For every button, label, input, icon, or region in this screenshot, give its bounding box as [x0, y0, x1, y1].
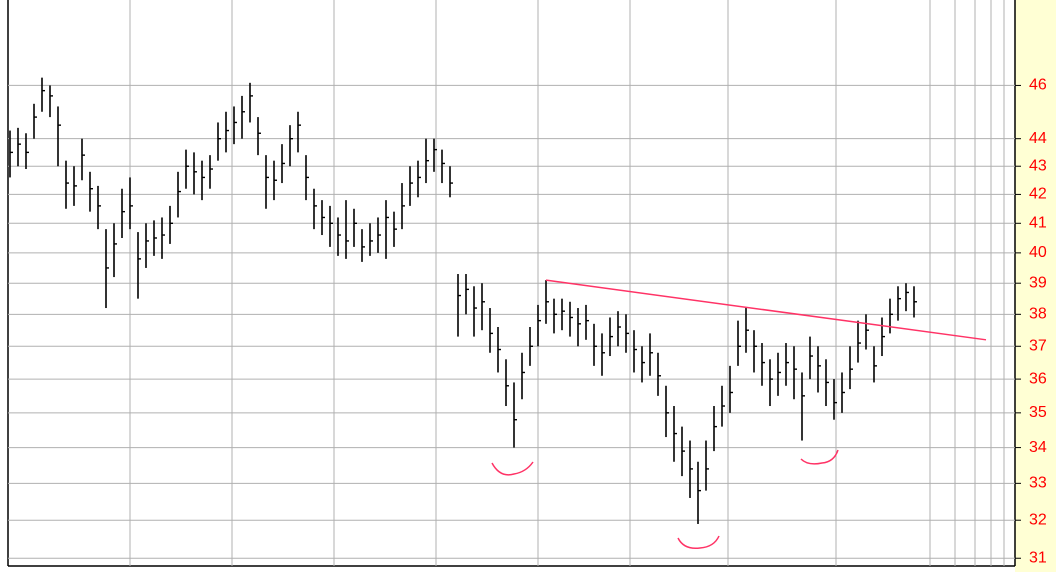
shoulder-mark [800, 449, 839, 465]
y-tick-label: 36 [1029, 370, 1047, 387]
y-tick-label: 41 [1029, 215, 1047, 232]
y-tick-label: 32 [1029, 511, 1047, 528]
trendline [545, 279, 987, 341]
y-tick-label: 44 [1029, 130, 1047, 147]
y-tick-label: 38 [1029, 306, 1047, 323]
y-tick-label: 33 [1029, 475, 1047, 492]
y-tick-label: 34 [1029, 439, 1047, 456]
head-mark [677, 535, 720, 550]
y-tick-label: 39 [1029, 274, 1047, 291]
y-tick-label: 42 [1029, 186, 1047, 203]
y-tick-label: 46 [1029, 77, 1047, 94]
axis-panel [1015, 0, 1056, 572]
pattern-marks [491, 449, 839, 550]
y-tick-label: 40 [1029, 244, 1047, 261]
shoulder-mark [491, 461, 534, 476]
y-tick-label: 31 [1029, 549, 1047, 566]
y-tick-label: 37 [1029, 337, 1047, 354]
y-tick-label: 35 [1029, 404, 1047, 421]
y-tick-label: 43 [1029, 157, 1047, 174]
